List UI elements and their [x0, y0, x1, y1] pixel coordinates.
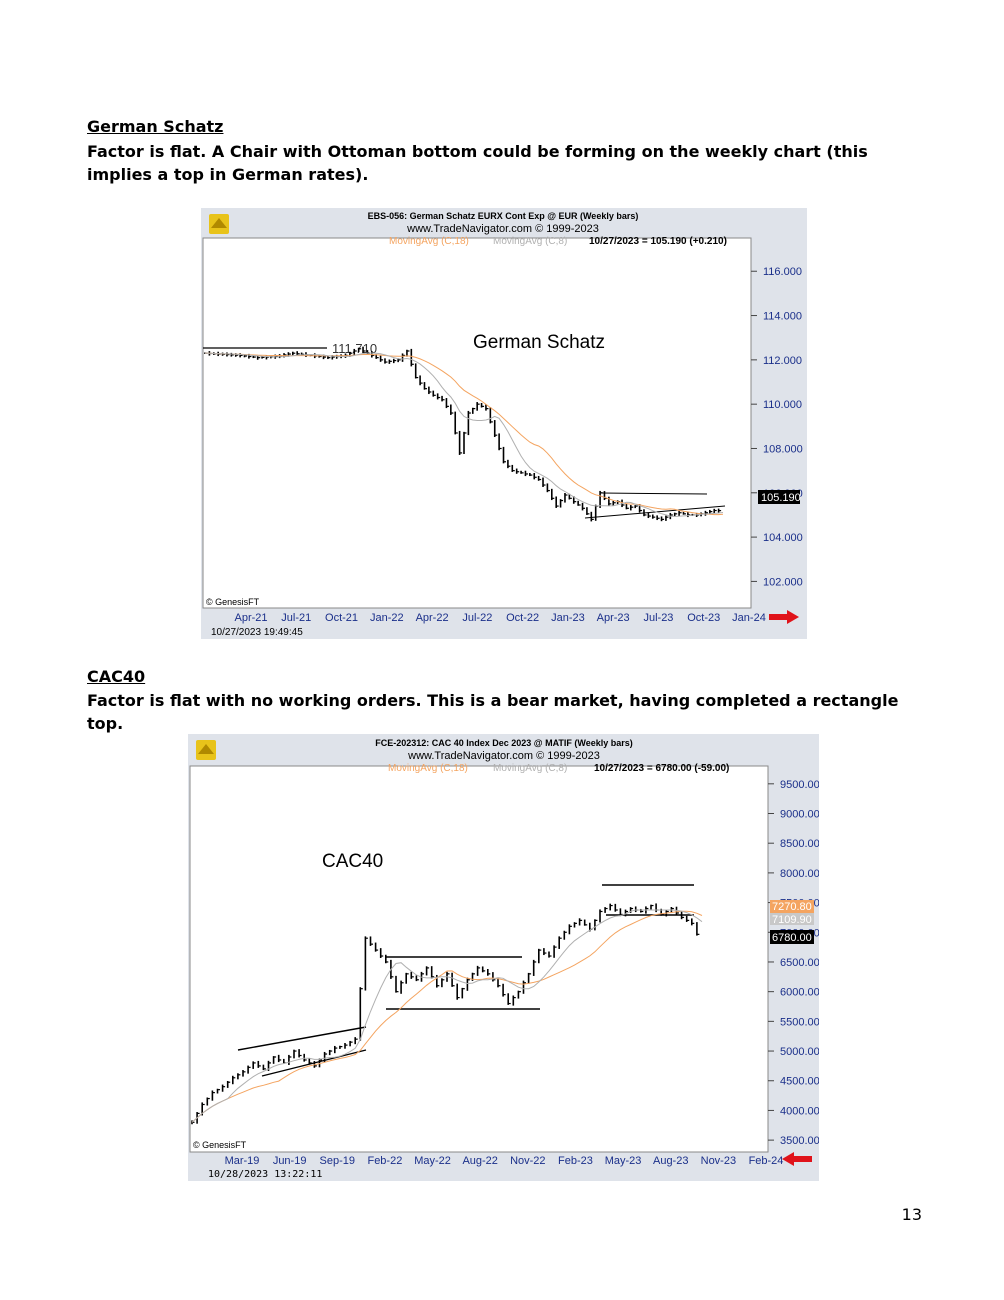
x-tick-label: Feb-24: [749, 1155, 784, 1167]
x-axis: Mar-19 Jun-19 Sep-19 Feb-22 May-22 Aug-22 Nov-…: [225, 1155, 784, 1167]
ma8-line: [191, 909, 703, 1123]
x-tick-label: Apr-23: [597, 612, 630, 624]
y-tick-label: 5500.00: [780, 1016, 819, 1028]
chart-schatz: EBS-056: German Schatz EURX Cont Exp @ E…: [201, 208, 807, 639]
y-axis: 9500.009000.008500.008000.007500.007000.…: [768, 779, 819, 1147]
y-tick-label: 110.000: [763, 399, 802, 411]
ma8-label: MovingAvg (C,8): [493, 763, 567, 774]
last-price-label: 6780.00: [772, 932, 812, 944]
y-tick-label: 104.000: [763, 532, 803, 544]
triangle-upper-line: [600, 492, 708, 495]
ma18-label: MovingAvg (C,18): [389, 236, 469, 247]
chart-cac40: FCE-202312: CAC 40 Index Dec 2023 @ MATI…: [188, 734, 819, 1181]
x-axis: Apr-21 Jul-21 Oct-21 Jan-22 Apr-22 Jul-22 Oct-…: [234, 612, 765, 624]
chart-schatz-svg: EBS-056: German Schatz EURX Cont Exp @ E…: [202, 211, 803, 638]
y-tick-label: 6500.00: [780, 957, 819, 969]
chart-cac40-svg: FCE-202312: CAC 40 Index Dec 2023 @ MATI…: [189, 738, 819, 1180]
chart-annotation-title: CAC40: [322, 851, 383, 872]
quote-label: 10/27/2023 = 105.190 (+0.210): [589, 236, 727, 247]
x-tick-label: Jan-24: [732, 612, 766, 624]
x-tick-label: Aug-22: [462, 1155, 497, 1167]
x-tick-label: Nov-22: [510, 1155, 545, 1167]
logo-icon: [196, 740, 216, 760]
ma18-value-badge: [770, 900, 814, 913]
y-axis: 116.000114.000112.000110.000108.000106.0…: [751, 266, 803, 588]
y-tick-label: 114.000: [763, 311, 802, 323]
y-tick-label: 112.000: [763, 355, 802, 367]
x-tick-label: Oct-22: [506, 612, 539, 624]
x-tick-label: Apr-22: [416, 612, 449, 624]
chart-header-2: www.TradeNavigator.com © 1999-2023: [406, 223, 599, 235]
ma18-label: MovingAvg (C,18): [388, 763, 468, 774]
y-tick-label: 5000.00: [780, 1046, 819, 1058]
x-tick-label: Feb-23: [558, 1155, 593, 1167]
last-price-label: 105.190: [761, 492, 801, 504]
price-bars: [204, 346, 722, 522]
y-tick-label: 3500.00: [780, 1135, 819, 1147]
y-tick-label: 102.000: [763, 576, 803, 588]
plot-area: [189, 765, 769, 1153]
x-tick-label: Jul-23: [643, 612, 673, 624]
ma8-value: 7109.90: [772, 914, 812, 926]
plot-area: [202, 237, 752, 609]
chart-header-1: EBS-056: German Schatz EURX Cont Exp @ E…: [368, 211, 639, 221]
last-price-badge: [770, 930, 814, 944]
x-tick-label: Oct-23: [687, 612, 720, 624]
ma8-line: [204, 352, 724, 518]
y-tick-label: 9500.00: [780, 779, 819, 791]
last-price-badge: [758, 490, 800, 504]
logo-icon: [209, 214, 229, 234]
ma18-value: 7270.80: [772, 901, 812, 913]
chart-header-2: www.TradeNavigator.com © 1999-2023: [407, 750, 600, 762]
arrow-left-icon: [782, 1152, 812, 1166]
y-tick-label: 9000.00: [780, 809, 819, 821]
page-number: 13: [901, 1205, 922, 1224]
x-tick-label: Jan-22: [370, 612, 404, 624]
x-tick-label: Nov-23: [701, 1155, 736, 1167]
section-title-cac40: CAC40: [87, 667, 146, 686]
timestamp: 10/27/2023 19:49:45: [211, 627, 303, 638]
x-tick-label: May-22: [414, 1155, 451, 1167]
copyright: © GenesisFT: [193, 1140, 247, 1150]
paragraph-schatz: Factor is flat. A Chair with Ottoman bot…: [87, 142, 868, 184]
section-title-schatz: German Schatz: [87, 117, 224, 136]
x-tick-label: May-23: [605, 1155, 642, 1167]
quote-label: 10/27/2023 = 6780.00 (-59.00): [594, 763, 729, 774]
y-tick-label: 6000.00: [780, 987, 819, 999]
timestamp: 10/28/2023 13:22:11: [208, 1169, 322, 1180]
ma8-label: MovingAvg (C,8): [493, 236, 567, 247]
arrow-right-icon: [769, 610, 799, 624]
y-tick-label: 116.000: [763, 266, 802, 278]
copyright: © GenesisFT: [206, 597, 260, 607]
x-tick-label: Jan-23: [551, 612, 585, 624]
x-tick-label: Mar-19: [225, 1155, 260, 1167]
y-tick-label: 8000.00: [780, 868, 819, 880]
chart-annotation-title: German Schatz: [473, 332, 605, 353]
x-tick-label: Feb-22: [367, 1155, 402, 1167]
paragraph-cac40: Factor is flat with no working orders. T…: [87, 691, 899, 733]
x-tick-label: Sep-19: [320, 1155, 355, 1167]
level-label: 111.710: [332, 341, 377, 356]
y-tick-label: 8500.00: [780, 838, 819, 850]
x-tick-label: Oct-21: [325, 612, 358, 624]
x-tick-label: Jul-21: [281, 612, 311, 624]
chart-header-1: FCE-202312: CAC 40 Index Dec 2023 @ MATI…: [375, 738, 633, 748]
y-tick-label: 4500.00: [780, 1076, 819, 1088]
y-tick-label: 4000.00: [780, 1105, 819, 1117]
x-tick-label: Jul-22: [462, 612, 492, 624]
ma18-line: [191, 910, 703, 1123]
y-tick-label: 108.000: [763, 443, 803, 455]
x-tick-label: Apr-21: [234, 612, 267, 624]
ma8-value-badge: [770, 913, 814, 925]
x-tick-label: Aug-23: [653, 1155, 688, 1167]
x-tick-label: Jun-19: [273, 1155, 307, 1167]
channel-upper-line: [237, 1026, 367, 1051]
